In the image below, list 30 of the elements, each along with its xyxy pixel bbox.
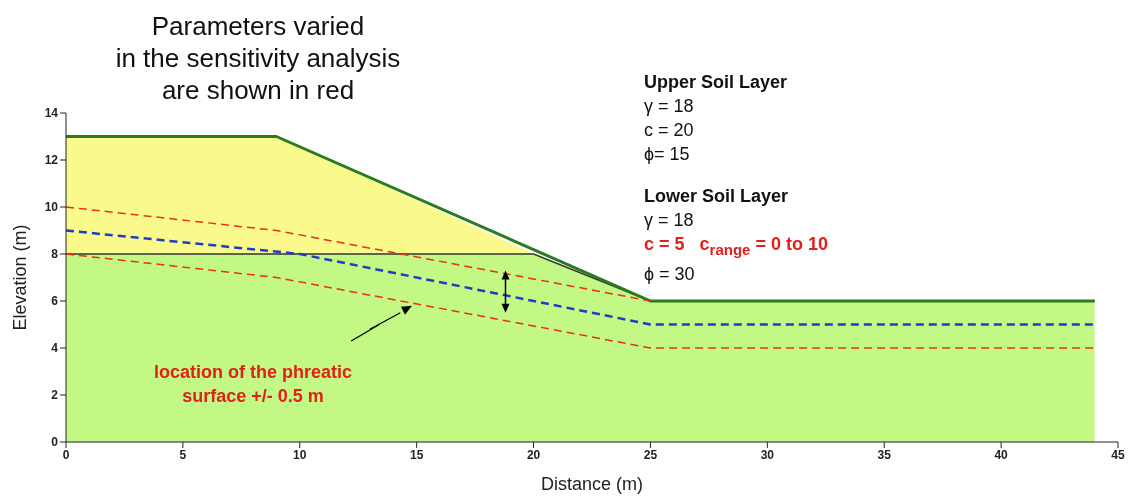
x-tick-label: 40 xyxy=(994,447,1009,462)
x-tick-label: 5 xyxy=(179,447,187,462)
y-axis-title: Elevation (m) xyxy=(10,224,30,331)
y-tick-label: 14 xyxy=(44,106,59,121)
y-tick-label: 2 xyxy=(51,388,59,403)
x-tick-label: 20 xyxy=(526,447,541,462)
x-tick-label: 0 xyxy=(62,447,70,462)
x-tick-label: 10 xyxy=(293,447,307,462)
x-tick-label: 30 xyxy=(760,447,775,462)
annotation: location of the phreatic surface +/- 0.5 m xyxy=(153,362,353,406)
y-tick-label: 4 xyxy=(51,341,59,356)
x-tick-label: 45 xyxy=(1111,447,1125,462)
annotation: γ = 18 xyxy=(644,210,694,230)
annotation: ϕ = 30 xyxy=(644,263,695,284)
chart-title: Parameters varied in the sensitivity analysis are shown in red xyxy=(114,10,402,106)
y-tick-label: 12 xyxy=(44,153,59,168)
text: Upper Soil Layer xyxy=(644,72,788,92)
annotation: ϕ= 15 xyxy=(644,144,690,164)
x-tick-label: 15 xyxy=(409,447,424,462)
annotation: γ = 18 xyxy=(644,96,694,116)
y-tick-label: 6 xyxy=(51,294,59,309)
annotation: Lower Soil Layer xyxy=(644,186,789,206)
annotation: c = 20 xyxy=(644,120,694,140)
x-tick-label: 25 xyxy=(643,447,658,462)
x-tick-label: 35 xyxy=(877,447,892,462)
y-tick-label: 0 xyxy=(51,435,59,450)
annotation: c = 5 c$_{range}$ = 0 to 10 xyxy=(644,234,828,258)
y-tick-label: 10 xyxy=(44,200,59,215)
y-tick-label: 8 xyxy=(51,247,59,262)
x-axis-title: Distance (m) xyxy=(540,474,644,494)
